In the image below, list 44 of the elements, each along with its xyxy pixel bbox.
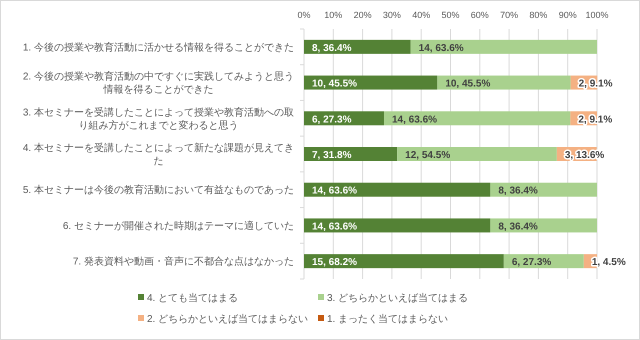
y-tick-label: 1. 今後の授業や教育活動に活かせる情報を得ることができた bbox=[22, 41, 294, 54]
x-tick-label: 50% bbox=[441, 10, 460, 20]
bar bbox=[397, 147, 557, 161]
bar bbox=[304, 182, 490, 197]
legend-label: 3. どちらかといえば当てはまる bbox=[327, 292, 468, 304]
data-label: 8, 36.4% bbox=[312, 42, 352, 54]
bar bbox=[304, 254, 504, 268]
data-label: 15, 68.2% bbox=[312, 257, 358, 268]
y-tick-label: 7. 発表資料や動画・音声に不都合な点はなかった bbox=[72, 256, 294, 268]
y-tick-label: 2. 今後の授業や教育活動の中ですぐに実践してみようと思う情報を得ることができた bbox=[22, 70, 294, 96]
bar bbox=[384, 111, 570, 126]
bar bbox=[410, 40, 597, 54]
x-tick-label: 40% bbox=[412, 10, 430, 20]
data-label: 14, 63.6% bbox=[418, 42, 464, 54]
data-label: 7, 31.8% bbox=[312, 150, 352, 161]
bar bbox=[304, 218, 490, 232]
bar bbox=[304, 76, 438, 90]
x-tick-label: 20% bbox=[354, 10, 372, 20]
data-label: 6, 27.3% bbox=[312, 114, 352, 126]
x-tick-label: 60% bbox=[470, 10, 489, 20]
data-label: 10, 45.5% bbox=[312, 78, 358, 90]
data-label: 14, 63.6% bbox=[392, 114, 438, 126]
x-tick-label: 70% bbox=[500, 10, 518, 20]
x-tick-label: 10% bbox=[324, 10, 342, 20]
legend-label: 4. とても当てはまる bbox=[147, 292, 238, 304]
data-label: 14, 63.6% bbox=[312, 221, 358, 232]
x-tick-label: 0% bbox=[297, 10, 311, 20]
data-label: 10, 45.5% bbox=[445, 78, 490, 90]
data-label: 8, 36.4% bbox=[498, 186, 538, 197]
x-tick-label: 80% bbox=[529, 10, 548, 20]
data-label: 12, 54.5% bbox=[405, 150, 450, 161]
y-tick-label: 3. 本セミナーを受講したことによって授業や教育活動への取り組み方がこれまでと変わると思う bbox=[22, 106, 294, 132]
y-tick-label: 6. セミナーが開催された時期はテーマに適していた bbox=[62, 220, 294, 232]
legend-label: 2. どちらかといえば当てはまらない bbox=[147, 313, 308, 325]
x-tick-label: 90% bbox=[558, 10, 577, 20]
legend-label: 1. まったく当てはまらない bbox=[327, 313, 448, 325]
y-tick-label: 5. 本セミナーは今後の教育活動において有益なものであった bbox=[22, 184, 294, 196]
x-tick-label: 100% bbox=[585, 10, 609, 20]
data-label: 6, 27.3% bbox=[512, 257, 552, 268]
x-tick-label: 30% bbox=[382, 10, 401, 20]
bar bbox=[437, 76, 571, 90]
data-label: 8, 36.4% bbox=[498, 221, 538, 232]
data-label: 14, 63.6% bbox=[312, 186, 358, 197]
y-tick-label: 4. 本セミナーを受講したことによって新たな課題が見えてきた bbox=[22, 142, 294, 167]
